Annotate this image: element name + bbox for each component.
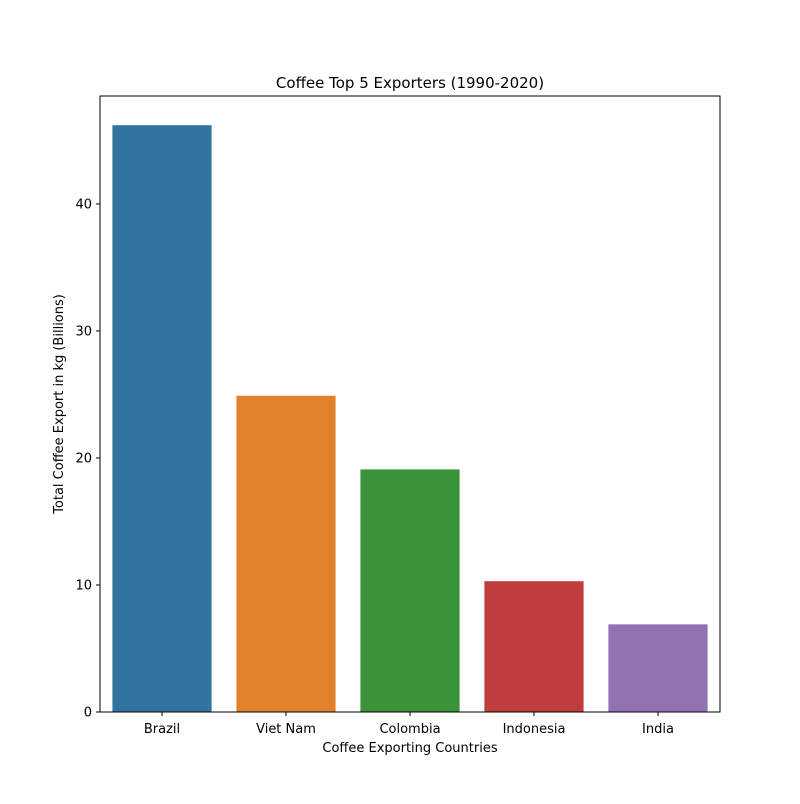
x-axis: Brazil Viet Nam Colombia Indonesia India — [144, 712, 674, 737]
y-tick-label: 40 — [75, 197, 92, 212]
y-tick-label: 0 — [84, 706, 92, 721]
x-tick-label: India — [642, 722, 674, 737]
bar-viet-nam — [236, 395, 336, 712]
y-tick-label: 30 — [75, 324, 92, 339]
bars-group — [112, 125, 708, 712]
x-tick-label: Indonesia — [503, 722, 566, 737]
bar-indonesia — [484, 581, 584, 712]
x-axis-label: Coffee Exporting Countries — [322, 741, 497, 756]
chart-title: Coffee Top 5 Exporters (1990-2020) — [276, 74, 544, 92]
y-axis: 0 10 20 30 40 — [75, 197, 100, 721]
bar-india — [608, 624, 708, 712]
y-tick-label: 20 — [75, 451, 92, 466]
bar-brazil — [112, 125, 212, 712]
x-tick-label: Brazil — [144, 722, 180, 737]
y-tick-label: 10 — [75, 578, 92, 593]
x-tick-label: Viet Nam — [256, 722, 316, 737]
y-axis-label: Total Coffee Export in kg (Billions) — [52, 294, 67, 515]
plot-frame — [99, 95, 721, 713]
bar-colombia — [360, 469, 460, 712]
x-tick-label: Colombia — [379, 722, 440, 737]
